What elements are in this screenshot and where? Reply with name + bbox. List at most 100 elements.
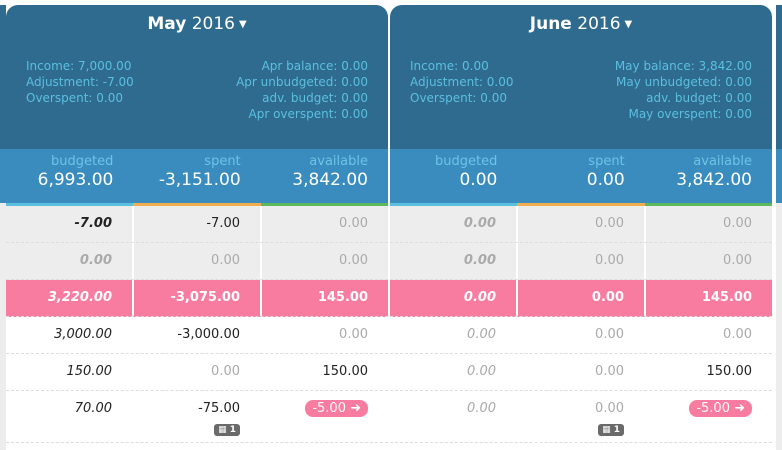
spent-cell: 0.00 [134,243,262,279]
available-cell: -5.00 ➜ [262,391,388,442]
budget-rows: -7.00 -7.00 0.00 0.00 0.00 0.00 3,220.00 -3,075… [6,206,388,443]
summary-value: 0.00 [459,170,498,190]
info-line: Income: 7,000.00 [26,59,132,73]
cell-value: 0.00 [595,253,624,268]
summary-value: -3,151.00 [158,170,241,190]
month-name: June [529,14,572,34]
spent-cell: 0.00 [518,317,646,353]
scheduled-transactions-badge[interactable]: ▦ 1 [598,424,624,436]
cell-value: 0.00 [79,253,112,268]
info-line: Overspent: 0.00 [410,91,508,105]
info-line: Apr overspent: 0.00 [248,107,368,121]
month-header: June 2016 ▼ Income: 0.00 Adjustment: 0.00 O… [390,5,772,149]
cell-value: 145.00 [317,290,368,305]
summary-available: available 3,842.00 [645,149,772,203]
month-header: May 2016 ▼ Income: 7,000.00 Adjustment: -7… [6,5,388,149]
month-summary: budgeted 0.00 spent 0.00 available 3,842.00 [390,149,772,203]
info-line: Adjustment: -7.00 [26,75,134,89]
info-line: Overspent: 0.00 [26,91,124,105]
info-line: May overspent: 0.00 [628,107,752,121]
cell-value: 0.00 [467,364,496,379]
cell-value: 145.00 [701,290,752,305]
budgeted-cell[interactable]: 150.00 [6,354,134,390]
budgeted-cell[interactable]: 0.00 [6,243,134,279]
month-year: 2016 [191,14,235,34]
caret-down-icon: ▼ [624,19,633,30]
cell-value: 0.00 [463,216,496,231]
badge-count: 1 [613,425,620,435]
cell-value: 0.00 [339,327,368,342]
prev-month-edge [0,5,6,450]
info-line: Apr unbudgeted: 0.00 [236,75,368,89]
cell-value: -7.00 [74,216,112,231]
budgeted-cell[interactable]: 70.00 [6,391,134,442]
summary-value: 3,842.00 [292,170,368,190]
month-info-left: Income: 7,000.00 Adjustment: -7.00 Overspe… [26,58,134,106]
available-cell: 0.00 [262,317,388,353]
budgeted-cell[interactable]: 0.00 [390,391,518,442]
cell-value: 0.00 [595,364,624,379]
summary-budgeted: budgeted 6,993.00 [6,149,133,203]
info-line: Income: 0.00 [410,59,489,73]
month-name: May [147,14,187,34]
summary-spent: spent -3,151.00 [133,149,260,203]
cell-value: 150.00 [66,364,113,379]
budgeted-cell[interactable]: 0.00 [390,317,518,353]
cell-value: 0.00 [463,290,496,305]
available-cell: 0.00 [262,243,388,279]
cell-value: 3,000.00 [54,327,112,342]
caret-down-icon: ▼ [238,19,247,30]
month-summary: budgeted 6,993.00 spent -3,151.00 available 3… [6,149,388,203]
spent-bar [517,203,645,206]
budgeted-cell[interactable]: 0.00 [390,206,518,242]
budget-rows: 0.00 0.00 0.00 0.00 0.00 0.00 0.00 0.00 145.00 0.… [390,206,772,443]
available-cell: 0.00 [646,243,772,279]
budget-row: 0.00 0.00 0.00 [390,206,772,243]
summary-value: 0.00 [586,170,625,190]
summary-label: spent [588,154,625,169]
spent-cell: 0.00 [518,280,646,316]
info-line: adv. budget: 0.00 [646,91,752,105]
summary-budgeted: budgeted 0.00 [390,149,517,203]
cell-value: -7.00 [206,216,240,231]
cell-value: 3,220.00 [47,290,112,305]
summary-label: budgeted [50,154,114,169]
available-cell: 0.00 [262,206,388,242]
spent-cell: 0.00 [518,354,646,390]
budget-row: 70.00 -75.00 ▦ 1 -5.00 ➜ [6,391,388,443]
budget-row: 0.00 0.00 0.00 [390,317,772,354]
cell-value: 150.00 [706,364,753,379]
cell-value: -3,075.00 [170,290,240,305]
spent-cell: -75.00 ▦ 1 [134,391,262,442]
info-line: May unbudgeted: 0.00 [616,75,752,89]
overspent-rollover-pill[interactable]: -5.00 ➜ [689,400,752,417]
budget-row: 0.00 0.00 0.00 [390,243,772,280]
summary-label: available [309,154,368,169]
budgeted-cell[interactable]: -7.00 [6,206,134,242]
available-cell: 145.00 [646,280,772,316]
month-selector[interactable]: June 2016 ▼ [390,14,772,34]
summary-label: budgeted [434,154,498,169]
budgeted-cell[interactable]: 3,000.00 [6,317,134,353]
budgeted-cell[interactable]: 0.00 [390,280,518,316]
available-bar [260,203,388,206]
budgeted-cell[interactable]: 3,220.00 [6,280,134,316]
cell-value: 0.00 [595,216,624,231]
column-color-bars [390,203,772,206]
budgeted-cell[interactable]: 0.00 [390,243,518,279]
budgeted-cell[interactable]: 0.00 [390,354,518,390]
cell-value: 0.00 [723,216,752,231]
budget-row: 3,000.00 -3,000.00 0.00 [6,317,388,354]
info-line: Apr balance: 0.00 [261,59,368,73]
available-cell: 150.00 [646,354,772,390]
month-panel: June 2016 ▼ Income: 0.00 Adjustment: 0.00 O… [390,5,772,450]
overspent-rollover-pill[interactable]: -5.00 ➜ [305,400,368,417]
available-cell: -5.00 ➜ [646,391,772,442]
cell-value: 0.00 [591,290,624,305]
budgeted-bar [390,203,518,206]
budget-row: 0.00 0.00 ▦ 1 -5.00 ➜ [390,391,772,443]
month-selector[interactable]: May 2016 ▼ [6,14,388,34]
cell-value: 0.00 [467,401,496,416]
scheduled-transactions-badge[interactable]: ▦ 1 [214,424,240,436]
spent-cell: -3,075.00 [134,280,262,316]
